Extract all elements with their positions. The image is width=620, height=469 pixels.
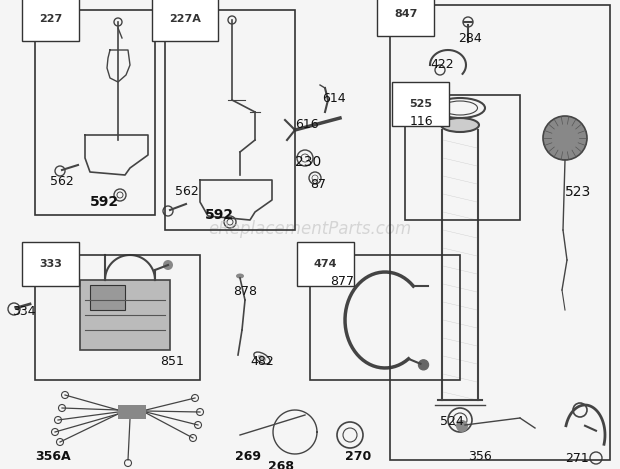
- Text: 847: 847: [394, 9, 417, 19]
- Bar: [405, 95, 520, 220]
- Bar: [80, 280, 170, 350]
- Text: 482: 482: [250, 355, 274, 368]
- Text: 592: 592: [90, 195, 119, 209]
- Bar: [90, 285, 125, 310]
- Text: 270: 270: [345, 450, 371, 463]
- Text: eReplacementParts.com: eReplacementParts.com: [208, 220, 412, 239]
- Ellipse shape: [441, 118, 479, 132]
- Text: 877: 877: [330, 275, 354, 288]
- Text: 227A: 227A: [169, 14, 201, 24]
- Bar: [35, 255, 200, 380]
- Text: 525: 525: [409, 99, 432, 109]
- Circle shape: [163, 260, 173, 270]
- Text: 878: 878: [233, 285, 257, 298]
- Text: 616: 616: [295, 118, 319, 131]
- Text: 524: 524: [440, 415, 464, 428]
- Ellipse shape: [236, 273, 244, 279]
- Text: 269: 269: [235, 450, 261, 463]
- Text: 356A: 356A: [35, 450, 71, 463]
- Text: 474: 474: [314, 259, 337, 269]
- Text: 562: 562: [175, 185, 199, 198]
- Text: 614: 614: [322, 92, 345, 105]
- Bar: [310, 255, 460, 380]
- Text: 87: 87: [310, 178, 326, 191]
- Text: 851: 851: [160, 355, 184, 368]
- Circle shape: [543, 116, 587, 160]
- Text: 334: 334: [12, 305, 35, 318]
- Text: 523: 523: [565, 185, 591, 199]
- Text: 422: 422: [430, 58, 454, 71]
- Ellipse shape: [258, 355, 266, 361]
- Text: 116: 116: [410, 115, 433, 128]
- Text: 271: 271: [565, 452, 589, 465]
- Text: 356: 356: [468, 450, 492, 463]
- Bar: [118, 405, 146, 419]
- Bar: [35, 10, 155, 215]
- Text: 562: 562: [50, 175, 74, 188]
- Text: 268: 268: [268, 460, 294, 469]
- Bar: [165, 10, 295, 230]
- Circle shape: [418, 360, 428, 370]
- Text: 333: 333: [39, 259, 62, 269]
- Circle shape: [456, 420, 468, 432]
- Text: 230: 230: [295, 155, 321, 169]
- Bar: [390, 5, 610, 460]
- Text: 227: 227: [39, 14, 62, 24]
- Text: 284: 284: [458, 32, 482, 45]
- Text: 592: 592: [205, 208, 234, 222]
